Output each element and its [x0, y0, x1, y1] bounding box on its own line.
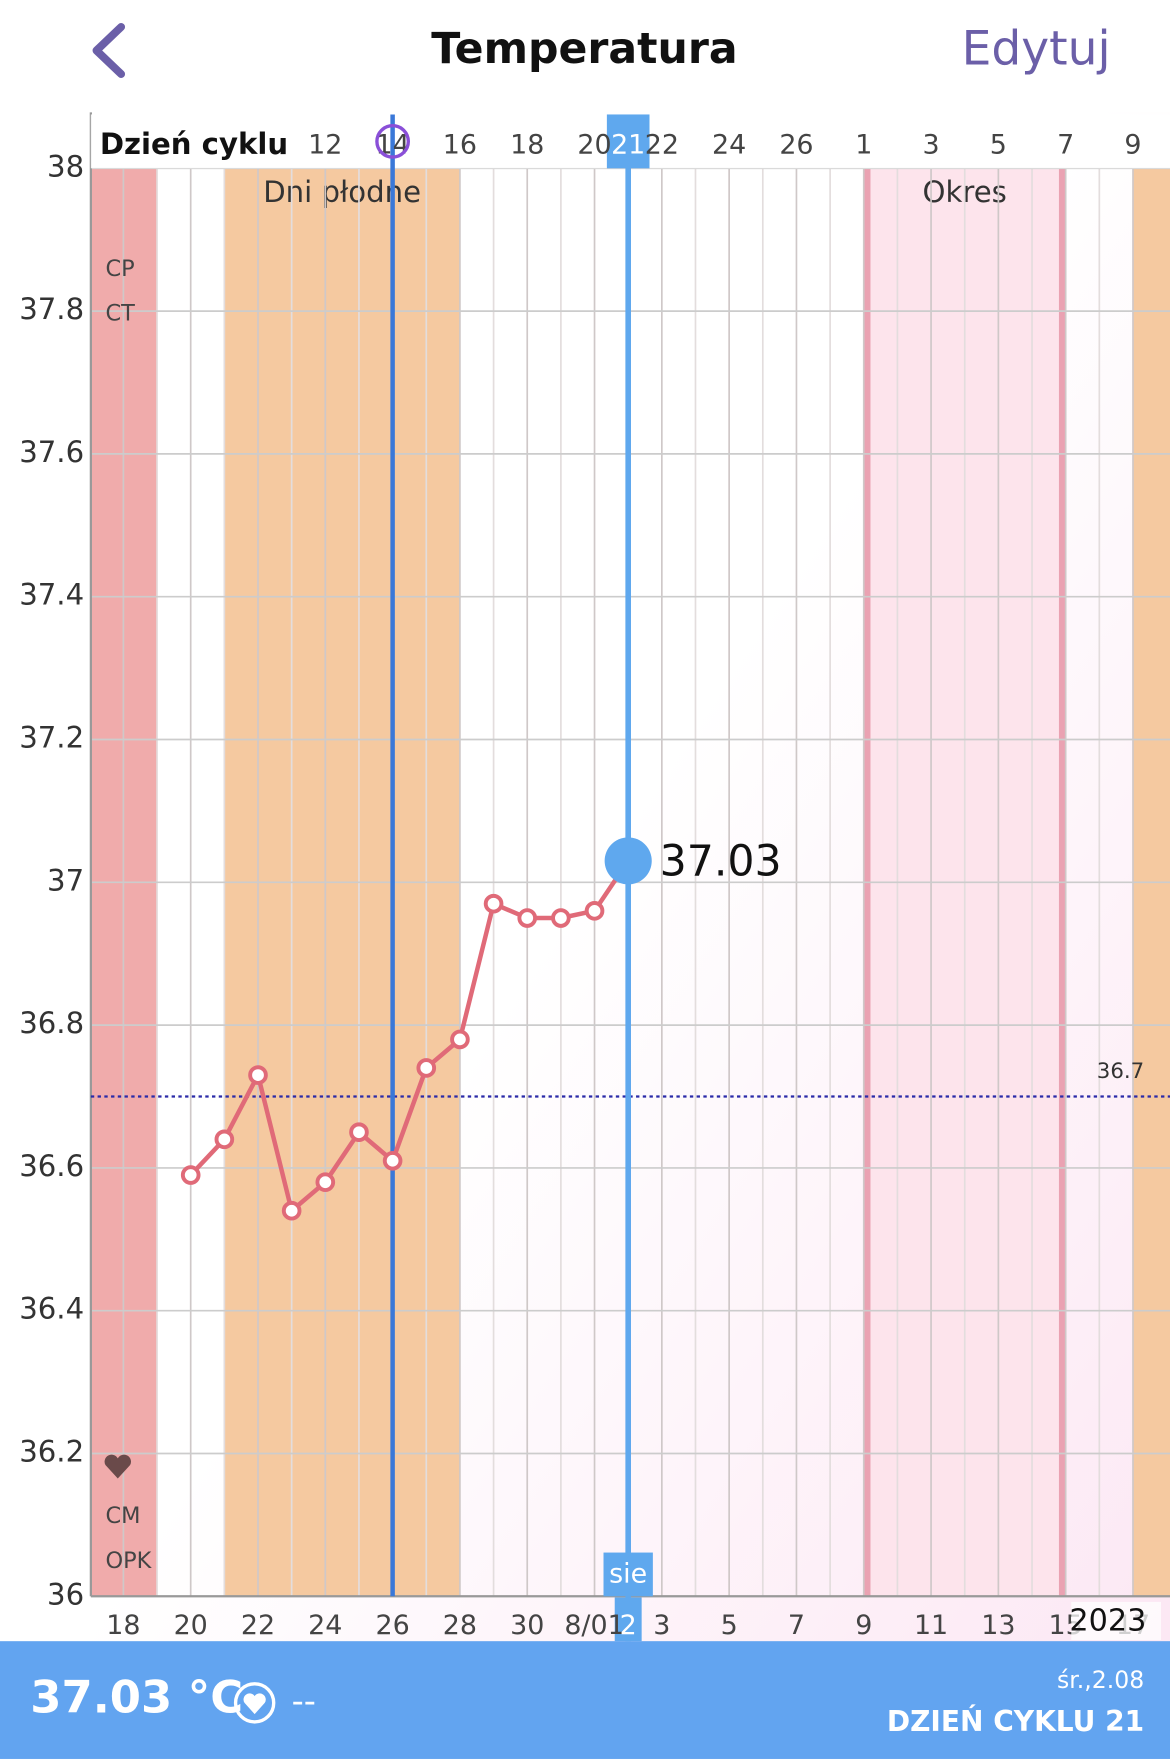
point [382, 1150, 403, 1171]
selected-value-label: 37.03 [660, 837, 782, 887]
y-tick-label: 36.2 [19, 1435, 84, 1469]
year-bg [1071, 1601, 1162, 1641]
cover-line-label: 36.7 [1097, 1059, 1144, 1084]
footer-date: śr.,2.08 [1057, 1666, 1144, 1694]
point [180, 1165, 201, 1185]
x-tick-label: 5 [721, 1610, 738, 1641]
x-tick-label: 30 [510, 1610, 544, 1641]
x-tick-label: 22 [241, 1610, 275, 1641]
cycle-day-label: 9 [1124, 129, 1141, 160]
row-label: CP [105, 256, 134, 282]
ovulation-marker [375, 123, 411, 159]
cycle-day-label: 1 [855, 129, 872, 160]
footer-bar [0, 1641, 1170, 1759]
heart-icon [104, 1454, 131, 1479]
edit-button[interactable]: Edytuj [962, 22, 1111, 77]
plot: Dni płodne Okres3636.236.436.636.83737.23… [19, 112, 1170, 1642]
top-axis-label: Dzień cyklu [100, 127, 288, 161]
x-tick-label: 26 [375, 1610, 409, 1641]
point [450, 1029, 470, 1050]
point [315, 1172, 336, 1193]
cycle-day-label: 26 [779, 129, 813, 160]
cycle-day-label: 7 [1057, 129, 1074, 160]
title: Temperatura [431, 24, 737, 74]
cycle-day-label: 24 [712, 129, 746, 160]
x-tick-label: 11 [914, 1610, 948, 1641]
y-tick-label: 38 [47, 149, 84, 183]
row-label: CT [105, 301, 135, 327]
cycle-day-label: 22 [645, 129, 679, 160]
x-tick-label: 3 [653, 1610, 670, 1641]
cycle-day-label: 12 [308, 129, 342, 160]
y-tick-label: 37.8 [19, 292, 84, 326]
x-tick-label: 7 [788, 1610, 805, 1641]
back-button[interactable] [92, 23, 126, 78]
cycle-day-label: 16 [443, 129, 477, 160]
point [248, 1065, 268, 1085]
point [214, 1129, 235, 1150]
footer-note: -- [292, 1681, 316, 1720]
point [281, 1200, 302, 1221]
x-tick-label: 2 [620, 1610, 637, 1641]
y-tick-label: 36.6 [19, 1149, 84, 1183]
row-label: CM [105, 1503, 140, 1529]
point [349, 1122, 369, 1143]
heart-icon[interactable] [233, 1682, 276, 1724]
x-tick-label: 20 [174, 1610, 208, 1641]
x-tick-label: 18 [106, 1610, 140, 1641]
footer-temperature: 37.03 °C [30, 1671, 243, 1724]
point [483, 893, 504, 914]
cycle-day-label: 20 [577, 129, 611, 160]
point [517, 908, 538, 928]
cycle-day-label: 18 [510, 129, 544, 160]
selected-bottom-box [614, 1597, 642, 1642]
header-bar [0, 0, 1170, 113]
x-tick-label: 24 [308, 1610, 342, 1641]
point [551, 908, 571, 928]
x-tick-label: 8/01 [564, 1610, 624, 1641]
cycle-day-label: 3 [923, 129, 940, 160]
band-label: Dni płodne [263, 175, 421, 209]
y-tick-label: 37 [47, 863, 84, 897]
row-label: OPK [105, 1548, 152, 1574]
x-tick-label: 28 [443, 1610, 477, 1641]
point [584, 901, 605, 921]
year-label: 2023 [1069, 1604, 1146, 1639]
y-tick-label: 36.8 [19, 1006, 84, 1040]
y-tick-label: 36.4 [19, 1292, 84, 1326]
y-tick-label: 36 [47, 1577, 84, 1611]
selected-top-box [606, 114, 650, 169]
y-tick-label: 37.6 [19, 435, 84, 469]
selected-point [604, 837, 652, 885]
y-tick-label: 37.2 [19, 721, 84, 755]
cycle-day-label: 21 [611, 129, 645, 160]
point [416, 1058, 437, 1078]
y-tick-label: 37.4 [19, 578, 84, 612]
footer-cycle-day: DZIEŃ CYKLU 21 [887, 1704, 1144, 1738]
cycle-day-label: 5 [990, 129, 1007, 160]
heart-shape [243, 1693, 266, 1715]
x-tick-label: 9 [855, 1610, 872, 1641]
x-tick-label: 13 [981, 1610, 1015, 1641]
selected-month-box [603, 1552, 653, 1597]
selected-month: sie [609, 1558, 647, 1589]
cycle-day-label: 14 [375, 129, 409, 160]
